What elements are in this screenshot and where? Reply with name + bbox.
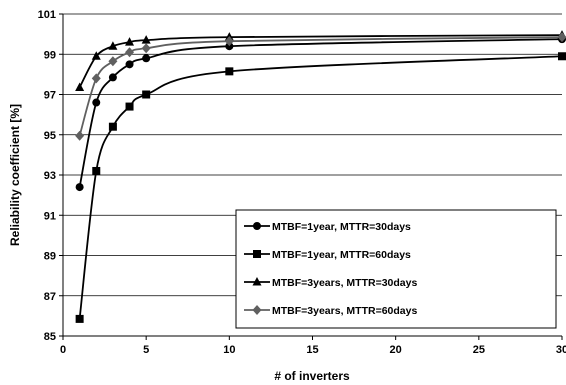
y-tick-label: 89 <box>44 251 56 263</box>
legend-label: MTBF=1year, MTTR=60days <box>272 249 411 261</box>
data-point-triangle <box>91 51 101 60</box>
legend-marker <box>253 222 261 230</box>
data-point-diamond <box>125 47 135 58</box>
legend-item: MTBF=3years, MTTR=30days <box>244 277 417 289</box>
series-4 <box>75 32 566 141</box>
data-point-circle <box>108 73 117 82</box>
series-2 <box>75 52 566 323</box>
data-point-diamond <box>141 43 151 54</box>
series-line <box>78 55 563 319</box>
data-point-square <box>142 90 151 99</box>
y-tick-label: 87 <box>44 291 56 303</box>
x-tick-label: 20 <box>390 344 402 356</box>
legend-marker <box>253 250 261 258</box>
legend-box <box>235 209 557 329</box>
data-point-triangle <box>141 35 151 44</box>
legend: MTBF=1year, MTTR=30days MTBF=1year, MTTR=… <box>235 209 557 329</box>
series-line <box>78 34 563 88</box>
x-tick-label: 15 <box>306 344 318 356</box>
y-tick-label: 85 <box>44 331 56 343</box>
data-point-square <box>92 166 101 175</box>
series-line <box>78 36 563 137</box>
x-tick-label: 5 <box>143 344 149 356</box>
legend-item: MTBF=1year, MTTR=60days <box>244 249 411 261</box>
y-axis-title: Reliability coefficient [%] <box>8 104 22 246</box>
legend-item: MTBF=1year, MTTR=30days <box>244 221 411 233</box>
data-point-triangle <box>125 37 135 46</box>
data-point-circle <box>75 183 84 192</box>
legend-label: MTBF=1year, MTTR=30days <box>272 221 411 233</box>
data-point-diamond <box>91 73 101 84</box>
data-point-triangle <box>108 41 118 50</box>
legend-item: MTBF=3years, MTTR=60days <box>244 305 417 317</box>
y-tick-label: 97 <box>44 90 56 102</box>
data-point-square <box>225 67 234 76</box>
x-tick-label: 30 <box>556 344 566 356</box>
x-axis-title: # of inverters <box>274 369 350 383</box>
y-tick-label: 93 <box>44 170 56 182</box>
y-tick-label: 99 <box>44 49 56 61</box>
y-tick-label: 101 <box>38 9 56 21</box>
data-point-diamond <box>75 130 85 141</box>
legend-label: MTBF=3years, MTTR=30days <box>272 277 417 289</box>
y-tick-label: 95 <box>44 130 56 142</box>
data-point-diamond <box>224 36 234 47</box>
data-point-diamond <box>557 32 566 43</box>
legend-label: MTBF=3years, MTTR=60days <box>272 305 417 317</box>
axes: 85 87 89 91 93 95 97 99 101 0 5 10 15 20 25 30 <box>38 9 566 356</box>
data-point-circle <box>142 54 151 63</box>
data-point-triangle <box>75 82 85 91</box>
series-line <box>78 38 563 188</box>
legend-marker <box>252 277 262 286</box>
data-point-square <box>75 314 84 323</box>
data-point-diamond <box>108 56 118 67</box>
legend-marker <box>252 305 262 315</box>
series-layer <box>75 30 566 323</box>
data-point-circle <box>225 42 234 51</box>
y-tick-label: 91 <box>44 210 56 222</box>
data-point-square <box>108 122 117 131</box>
data-point-square <box>558 52 566 61</box>
data-point-square <box>125 102 134 111</box>
data-point-circle <box>92 98 101 107</box>
x-tick-label: 0 <box>60 344 66 356</box>
x-tick-label: 10 <box>223 344 235 356</box>
data-point-circle <box>125 60 134 69</box>
x-tick-label: 25 <box>473 344 485 356</box>
